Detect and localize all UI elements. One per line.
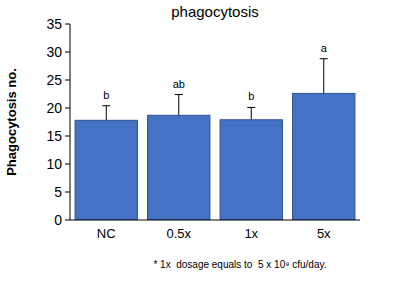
error-bar [323, 59, 324, 94]
bar [75, 120, 137, 220]
y-tick-label: 30 [46, 44, 62, 60]
error-bar [251, 107, 252, 119]
y-axis [70, 24, 71, 220]
y-tick-label: 15 [46, 128, 62, 144]
x-tick-label: 5x [317, 226, 331, 241]
annotation: b [248, 90, 254, 102]
x-tick-label: 1x [244, 226, 258, 241]
y-tick-label: 35 [46, 16, 62, 32]
marks [75, 59, 355, 220]
error-bar [106, 106, 107, 121]
title: phagocytosis [171, 3, 259, 20]
error-cap [175, 94, 183, 95]
x-tick-label: NC [97, 226, 116, 241]
bar [220, 120, 282, 220]
y-label: Phagocytosis no. [4, 68, 19, 176]
footnote: * 1x dosage equals to 5 x 10⁹ cfu/day. [153, 259, 326, 270]
annotation: b [103, 89, 109, 101]
annotation: ab [173, 78, 185, 90]
y-tick [65, 220, 70, 221]
y-tick [65, 136, 70, 137]
y-tick-label: 0 [54, 212, 62, 228]
annotation: a [321, 42, 328, 54]
y-tick [65, 164, 70, 165]
y-tick-label: 25 [46, 72, 62, 88]
y-tick-label: 20 [46, 100, 62, 116]
error-cap [102, 105, 110, 106]
bar [293, 93, 355, 220]
x-axis [70, 220, 360, 221]
y-tick [65, 108, 70, 109]
error-bar [178, 95, 179, 116]
error-cap [247, 107, 255, 108]
error-cap [320, 58, 328, 59]
x-tick-label: 0.5x [166, 226, 191, 241]
bar [148, 115, 210, 220]
y-tick [65, 24, 70, 25]
y-tick-label: 5 [54, 184, 62, 200]
y-tick [65, 192, 70, 193]
y-tick [65, 52, 70, 53]
chart: phagocytosis Phagocytosis no. 0 5 10 15 20 25 30… [0, 0, 413, 281]
y-tick-label: 10 [46, 156, 62, 172]
y-tick [65, 80, 70, 81]
